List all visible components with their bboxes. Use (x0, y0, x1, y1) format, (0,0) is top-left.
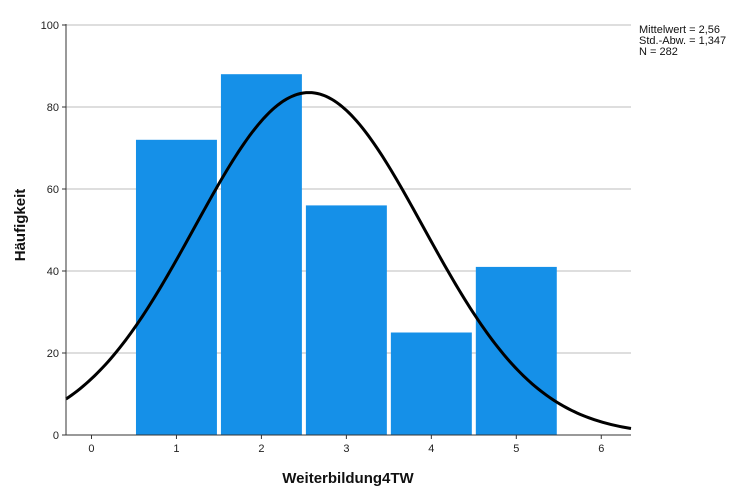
x-axis-label: Weiterbildung4TW (282, 470, 414, 487)
y-tick-label-40: 40 (47, 266, 59, 278)
bar-3 (305, 205, 387, 435)
normal-curve (65, 91, 632, 430)
axes (65, 24, 631, 436)
y-tick-label-100: 100 (41, 20, 59, 32)
bar-5 (475, 266, 557, 435)
stat-n: N = 282 (639, 46, 678, 58)
x-tick-label-4: 4 (428, 443, 434, 455)
stat-std-dev: Std.-Abw. = 1,347 (639, 35, 727, 47)
x-tick-label-0: 0 (88, 443, 94, 455)
bars (135, 74, 557, 436)
bar-4 (390, 332, 472, 435)
y-tick-label-20: 20 (47, 348, 59, 360)
stat-mean: Mittelwert = 2,56 (639, 24, 721, 36)
y-tick-labels: 0 20 40 60 80 100 (41, 20, 66, 442)
x-tick-labels: 0 1 2 3 4 5 6 (88, 435, 604, 455)
x-tick-label-2: 2 (258, 443, 264, 455)
bar-2 (220, 74, 302, 435)
x-tick-label-1: 1 (173, 443, 179, 455)
y-tick-label-60: 60 (47, 184, 59, 196)
bar-1 (135, 139, 217, 436)
y-tick-label-0: 0 (53, 430, 59, 442)
y-axis-label: Häufigkeit (12, 189, 29, 262)
x-tick-label-3: 3 (343, 443, 349, 455)
y-tick-label-80: 80 (47, 102, 59, 114)
x-tick-label-5: 5 (513, 443, 519, 455)
x-tick-label-6: 6 (598, 443, 604, 455)
